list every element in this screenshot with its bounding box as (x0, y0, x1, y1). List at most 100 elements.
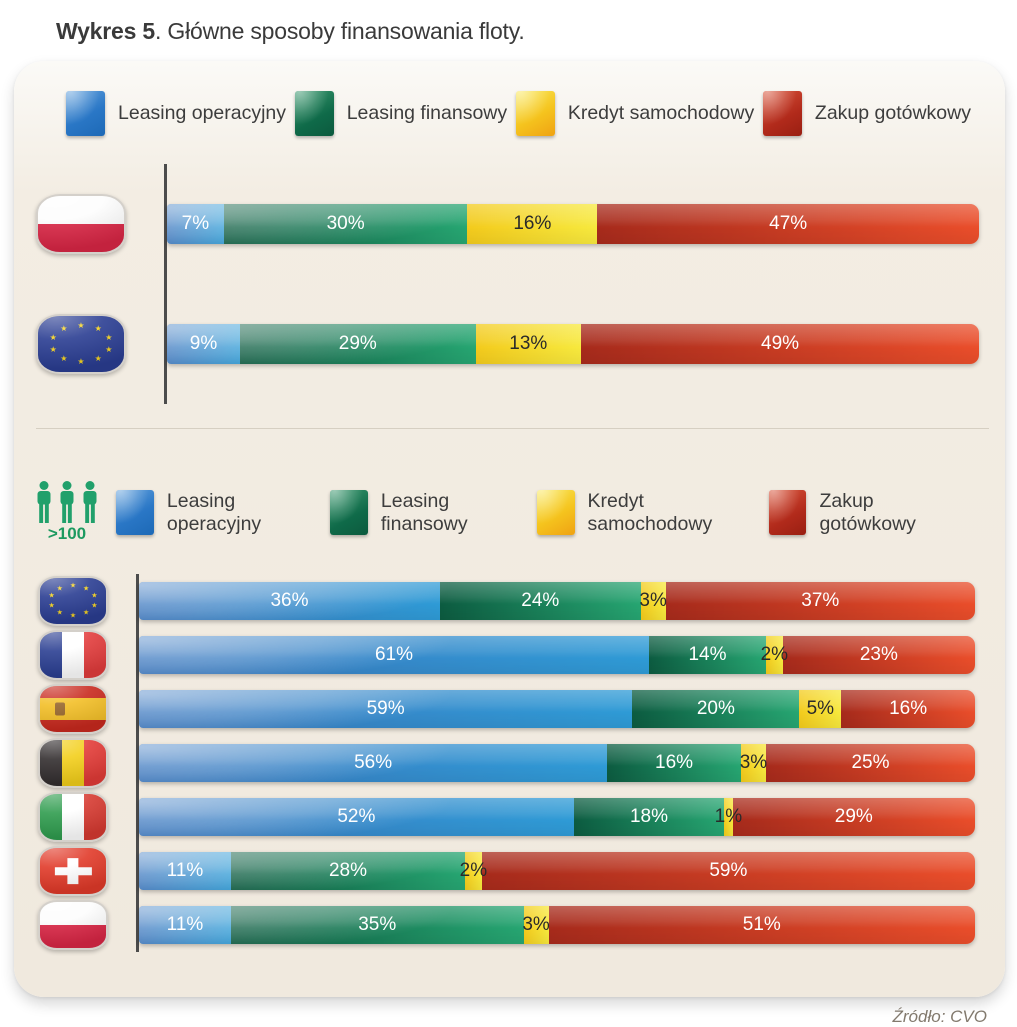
flag-slot (14, 844, 136, 898)
leasing-operacyjny-swatch-icon (66, 91, 105, 136)
bar-segment: 3% (639, 582, 667, 620)
bar-segment: 49% (581, 324, 979, 364)
legend-top-items: Leasing operacyjny Leasing finansowy Kredy… (66, 91, 971, 136)
switzerland-flag-icon (38, 846, 108, 896)
bar-segment-label: 3% (739, 752, 768, 773)
italy-flag-icon (38, 792, 108, 842)
bar-segment: 7% (167, 204, 224, 244)
poland-flag-icon (36, 194, 126, 254)
flag-column: ★ ★ ★ ★ ★ ★ ★ ★ ★ ★ (14, 164, 164, 404)
belgium-bar: 56% 16% 3% 25% (139, 744, 975, 782)
star-icon: ★ (69, 582, 77, 590)
bar-segment-label: 52% (337, 806, 376, 827)
bar-segment: 36% (139, 582, 440, 620)
bar-segment-label: 3% (522, 914, 550, 935)
legend-item-leasing-operacyjny: Leasing operacyjny (66, 91, 286, 136)
chart-title-text: . Główne sposoby finansowania floty. (155, 18, 525, 44)
bar-segment-label: 3% (639, 590, 667, 611)
switzerland-bar: 11% 28% 2% 59% (139, 852, 975, 890)
bar-segment-label: 47% (769, 213, 808, 234)
fleet-size-badge: >100 (34, 481, 100, 544)
legend-label: Leasing finansowy (380, 489, 468, 535)
star-icon: ★ (77, 357, 85, 367)
star-icon: ★ (105, 344, 113, 354)
eu-flag-icon: ★ ★ ★ ★ ★ ★ ★ ★ ★ ★ (36, 314, 126, 374)
poland-bar: 7% 30% 16% 47% (167, 204, 979, 244)
chart-title: Wykres 5. Główne sposoby finansowania fl… (0, 0, 1017, 45)
star-icon: ★ (77, 320, 85, 330)
legend-label: Kredyt samochodowy (587, 489, 713, 535)
bar-segment: 3% (522, 906, 550, 944)
bar-segment: 13% (475, 324, 582, 364)
bar-segment-label: 23% (859, 644, 898, 665)
source-note: Źródło: CVO (892, 1007, 987, 1026)
bars-column: 36% 24% 3% 37% 61% 14% 2% 23% 59% 20% 5% 16% 56% 16% 3… (136, 574, 975, 952)
bar-segment-label: 56% (354, 752, 393, 773)
section-divider (36, 428, 989, 429)
chart-fleets-over-100: ★ ★ ★ ★ ★ ★ ★ ★ ★ ★ 36% 24% 3% 37% 61% 14% 2% 23% 59% 20% 5… (14, 574, 975, 952)
star-icon: ★ (91, 592, 98, 600)
bar-segment-label: 24% (521, 590, 560, 611)
legend-item-leasing-finansowy: Leasing finansowy (330, 490, 537, 536)
legend-bottom: >100 Leasing operacyjny Leasing finansowy… (14, 429, 1005, 544)
zakup-gotowkowy-swatch-icon (768, 490, 807, 535)
fleet-size-label: >100 (47, 524, 87, 543)
flag-slot (14, 628, 136, 682)
leasing-finansowy-swatch-icon (330, 490, 368, 535)
eu-stars: ★ ★ ★ ★ ★ ★ ★ ★ ★ ★ (40, 578, 106, 624)
bar-segment: 29% (240, 324, 476, 364)
bar-segment-label: 49% (761, 333, 800, 354)
bar-segment-label: 51% (742, 914, 781, 935)
bar-segment-label: 29% (834, 806, 873, 827)
bar-segment: 25% (765, 744, 975, 782)
kredyt-samochodowy-swatch-icon (515, 91, 555, 136)
star-icon: ★ (94, 353, 102, 363)
legend-label: Leasing operacyjny (166, 489, 262, 535)
bar-segment-label: 59% (366, 698, 405, 719)
bar-segment-label: 9% (189, 333, 218, 354)
star-icon: ★ (49, 333, 57, 343)
eu-bar: 36% 24% 3% 37% (139, 582, 975, 620)
bar-slot: 56% 16% 3% 25% (139, 736, 975, 790)
flag-slot (14, 898, 136, 952)
legend-label: Zakup gotówkowy (814, 102, 971, 124)
bar-segment-label: 35% (358, 914, 397, 935)
bar-segment: 59% (139, 690, 633, 728)
bar-segment: 56% (139, 744, 608, 782)
bar-segment: 59% (481, 852, 975, 890)
bar-segment-label: 7% (181, 213, 210, 234)
legend-label: Leasing operacyjny (118, 102, 287, 124)
bar-segment: 16% (841, 690, 975, 728)
bar-segment: 29% (732, 798, 975, 836)
belgium-flag-icon (38, 738, 108, 788)
eu-bar: 9% 29% 13% 49% (167, 324, 979, 364)
poland-flag-icon (38, 900, 108, 950)
bar-segment: 61% (139, 636, 649, 674)
chart-all-fleets: ★ ★ ★ ★ ★ ★ ★ ★ ★ ★ 7% 30% 16% 47% 9% 29% 13% 49% (14, 164, 979, 404)
bar-segment: 2% (761, 636, 788, 674)
star-icon: ★ (48, 602, 55, 610)
bar-segment-label: 61% (374, 644, 413, 665)
bar-segment-label: 59% (709, 860, 748, 881)
legend-label: Leasing finansowy (346, 102, 508, 124)
bar-slot: 9% 29% 13% 49% (167, 284, 979, 404)
bar-slot: 7% 30% 16% 47% (167, 164, 979, 284)
bar-segment-label: 37% (801, 590, 840, 611)
legend-top: Leasing operacyjny Leasing finansowy Kredy… (14, 61, 1005, 136)
chart-panel: Leasing operacyjny Leasing finansowy Kredy… (14, 61, 1005, 997)
swiss-cross-icon (67, 858, 79, 884)
bar-segment-label: 5% (806, 698, 835, 719)
bar-segment-label: 20% (696, 698, 735, 719)
legend-item-kredyt-samochodowy: Kredyt samochodowy (536, 489, 769, 536)
star-icon: ★ (56, 585, 63, 593)
legend-item-zakup-gotowkowy: Zakup gotówkowy (762, 91, 971, 136)
bar-slot: 11% 35% 3% 51% (139, 898, 975, 952)
bar-segment-label: 2% (760, 644, 789, 665)
bar-slot: 11% 28% 2% 59% (139, 844, 975, 898)
bar-slot: 52% 18% 1% 29% (139, 790, 975, 844)
bar-segment-label: 2% (459, 860, 488, 881)
bar-segment: 28% (230, 852, 466, 890)
poland-bar: 11% 35% 3% 51% (139, 906, 975, 944)
star-icon: ★ (60, 353, 68, 363)
leasing-finansowy-swatch-icon (294, 91, 334, 136)
